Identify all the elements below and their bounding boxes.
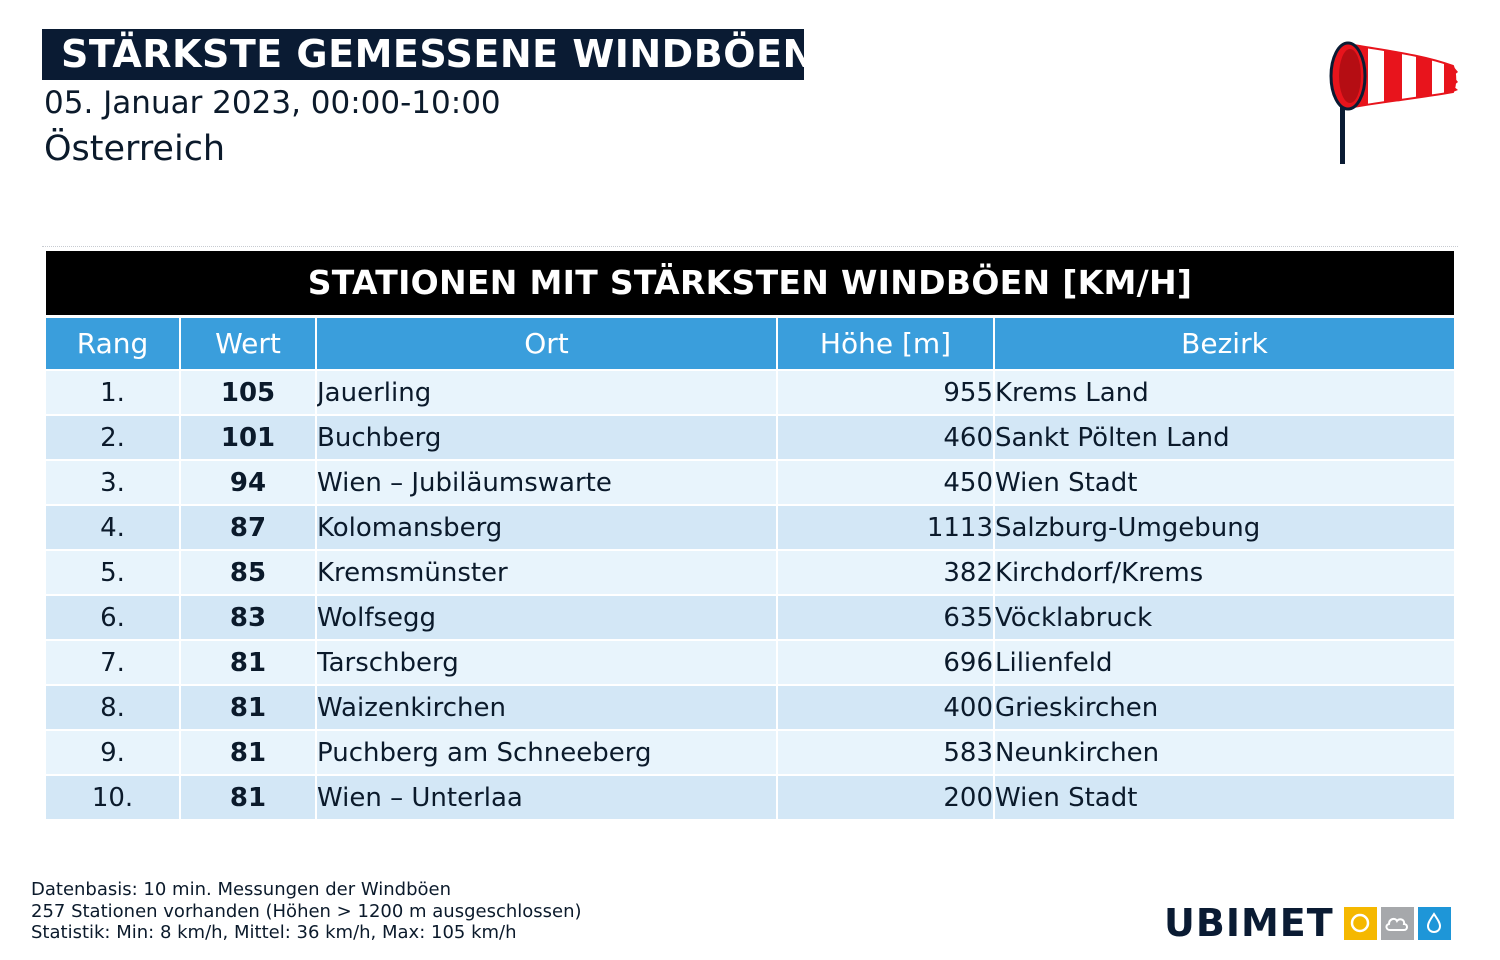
stations-table: Rang Wert Ort Höhe [m] Bezirk 1. 105 Jau… xyxy=(46,318,1454,819)
district-cell: Lilienfeld xyxy=(994,639,1454,685)
value-cell: 85 xyxy=(180,549,317,595)
rank-cell: 6. xyxy=(46,594,181,640)
table-row: 8. 81 Waizenkirchen 400 Grieskirchen xyxy=(46,684,1454,730)
ranking-table: STATIONEN MIT STÄRKSTEN WINDBÖEN [KM/H] … xyxy=(46,251,1454,819)
altitude-cell: 450 xyxy=(777,459,995,505)
cloud-icon xyxy=(1380,906,1414,940)
district-cell: Sankt Pölten Land xyxy=(994,414,1454,460)
table-title: STATIONEN MIT STÄRKSTEN WINDBÖEN [KM/H] xyxy=(46,251,1454,315)
rank-cell: 10. xyxy=(46,774,181,819)
divider xyxy=(42,246,1458,247)
district-cell: Krems Land xyxy=(994,369,1454,415)
district-cell: Grieskirchen xyxy=(994,684,1454,730)
table-row: 1. 105 Jauerling 955 Krems Land xyxy=(46,369,1454,415)
region-label: Österreich xyxy=(44,129,226,169)
rank-cell: 8. xyxy=(46,684,181,730)
column-header-row: Rang Wert Ort Höhe [m] Bezirk xyxy=(46,318,1454,370)
page-title: STÄRKSTE GEMESSENE WINDBÖEN xyxy=(42,29,814,80)
altitude-cell: 583 xyxy=(777,729,995,775)
district-cell: Wien Stadt xyxy=(994,774,1454,819)
district-cell: Wien Stadt xyxy=(994,459,1454,505)
altitude-cell: 460 xyxy=(777,414,995,460)
value-cell: 81 xyxy=(180,774,317,819)
value-cell: 83 xyxy=(180,594,317,640)
district-cell: Salzburg-Umgebung xyxy=(994,504,1454,550)
ubimet-logo: UBIMET xyxy=(1164,904,1451,942)
altitude-cell: 382 xyxy=(777,549,995,595)
location-cell: Buchberg xyxy=(316,414,778,460)
altitude-cell: 635 xyxy=(777,594,995,640)
altitude-cell: 400 xyxy=(777,684,995,730)
location-cell: Wien – Unterlaa xyxy=(316,774,778,819)
table-row: 6. 83 Wolfsegg 635 Vöcklabruck xyxy=(46,594,1454,640)
footer-notes: Datenbasis: 10 min. Messungen der Windbö… xyxy=(31,879,582,944)
rank-cell: 9. xyxy=(46,729,181,775)
logo-text: UBIMET xyxy=(1164,901,1334,945)
rank-cell: 1. xyxy=(46,369,181,415)
altitude-cell: 955 xyxy=(777,369,995,415)
value-cell: 81 xyxy=(180,684,317,730)
altitude-cell: 696 xyxy=(777,639,995,685)
column-header-district: Bezirk xyxy=(994,318,1454,370)
location-cell: Kolomansberg xyxy=(316,504,778,550)
location-cell: Puchberg am Schneeberg xyxy=(316,729,778,775)
location-cell: Waizenkirchen xyxy=(316,684,778,730)
district-cell: Neunkirchen xyxy=(994,729,1454,775)
value-cell: 94 xyxy=(180,459,317,505)
footer-statistics: Statistik: Min: 8 km/h, Mittel: 36 km/h,… xyxy=(31,922,517,943)
district-cell: Kirchdorf/Krems xyxy=(994,549,1454,595)
value-cell: 101 xyxy=(180,414,317,460)
table-row: 4. 87 Kolomansberg 1113 Salzburg-Umgebun… xyxy=(46,504,1454,550)
table-row: 2. 101 Buchberg 460 Sankt Pölten Land xyxy=(46,414,1454,460)
table-row: 5. 85 Kremsmünster 382 Kirchdorf/Krems xyxy=(46,549,1454,595)
table-row: 9. 81 Puchberg am Schneeberg 583 Neunkir… xyxy=(46,729,1454,775)
altitude-cell: 200 xyxy=(777,774,995,819)
drop-icon xyxy=(1417,906,1451,940)
location-cell: Wien – Jubiläumswarte xyxy=(316,459,778,505)
location-cell: Wolfsegg xyxy=(316,594,778,640)
value-cell: 81 xyxy=(180,729,317,775)
column-header-value: Wert xyxy=(180,318,317,370)
value-cell: 105 xyxy=(180,369,317,415)
location-cell: Jauerling xyxy=(316,369,778,415)
rank-cell: 4. xyxy=(46,504,181,550)
rank-cell: 3. xyxy=(46,459,181,505)
value-cell: 87 xyxy=(180,504,317,550)
table-row: 7. 81 Tarschberg 696 Lilienfeld xyxy=(46,639,1454,685)
table-row: 10. 81 Wien – Unterlaa 200 Wien Stadt xyxy=(46,774,1454,819)
value-cell: 81 xyxy=(180,639,317,685)
location-cell: Tarschberg xyxy=(316,639,778,685)
location-cell: Kremsmünster xyxy=(316,549,778,595)
rank-cell: 7. xyxy=(46,639,181,685)
altitude-cell: 1113 xyxy=(777,504,995,550)
windsock-icon xyxy=(1310,36,1460,168)
table-row: 3. 94 Wien – Jubiläumswarte 450 Wien Sta… xyxy=(46,459,1454,505)
district-cell: Vöcklabruck xyxy=(994,594,1454,640)
rank-cell: 2. xyxy=(46,414,181,460)
sun-icon xyxy=(1343,906,1377,940)
column-header-altitude: Höhe [m] xyxy=(777,318,995,370)
footer-data-basis: Datenbasis: 10 min. Messungen der Windbö… xyxy=(31,879,452,900)
column-header-location: Ort xyxy=(316,318,778,370)
column-header-rank: Rang xyxy=(46,318,181,370)
date-range: 05. Januar 2023, 00:00-10:00 xyxy=(44,85,501,121)
rank-cell: 5. xyxy=(46,549,181,595)
footer-station-count: 257 Stationen vorhanden (Höhen > 1200 m … xyxy=(31,900,582,922)
